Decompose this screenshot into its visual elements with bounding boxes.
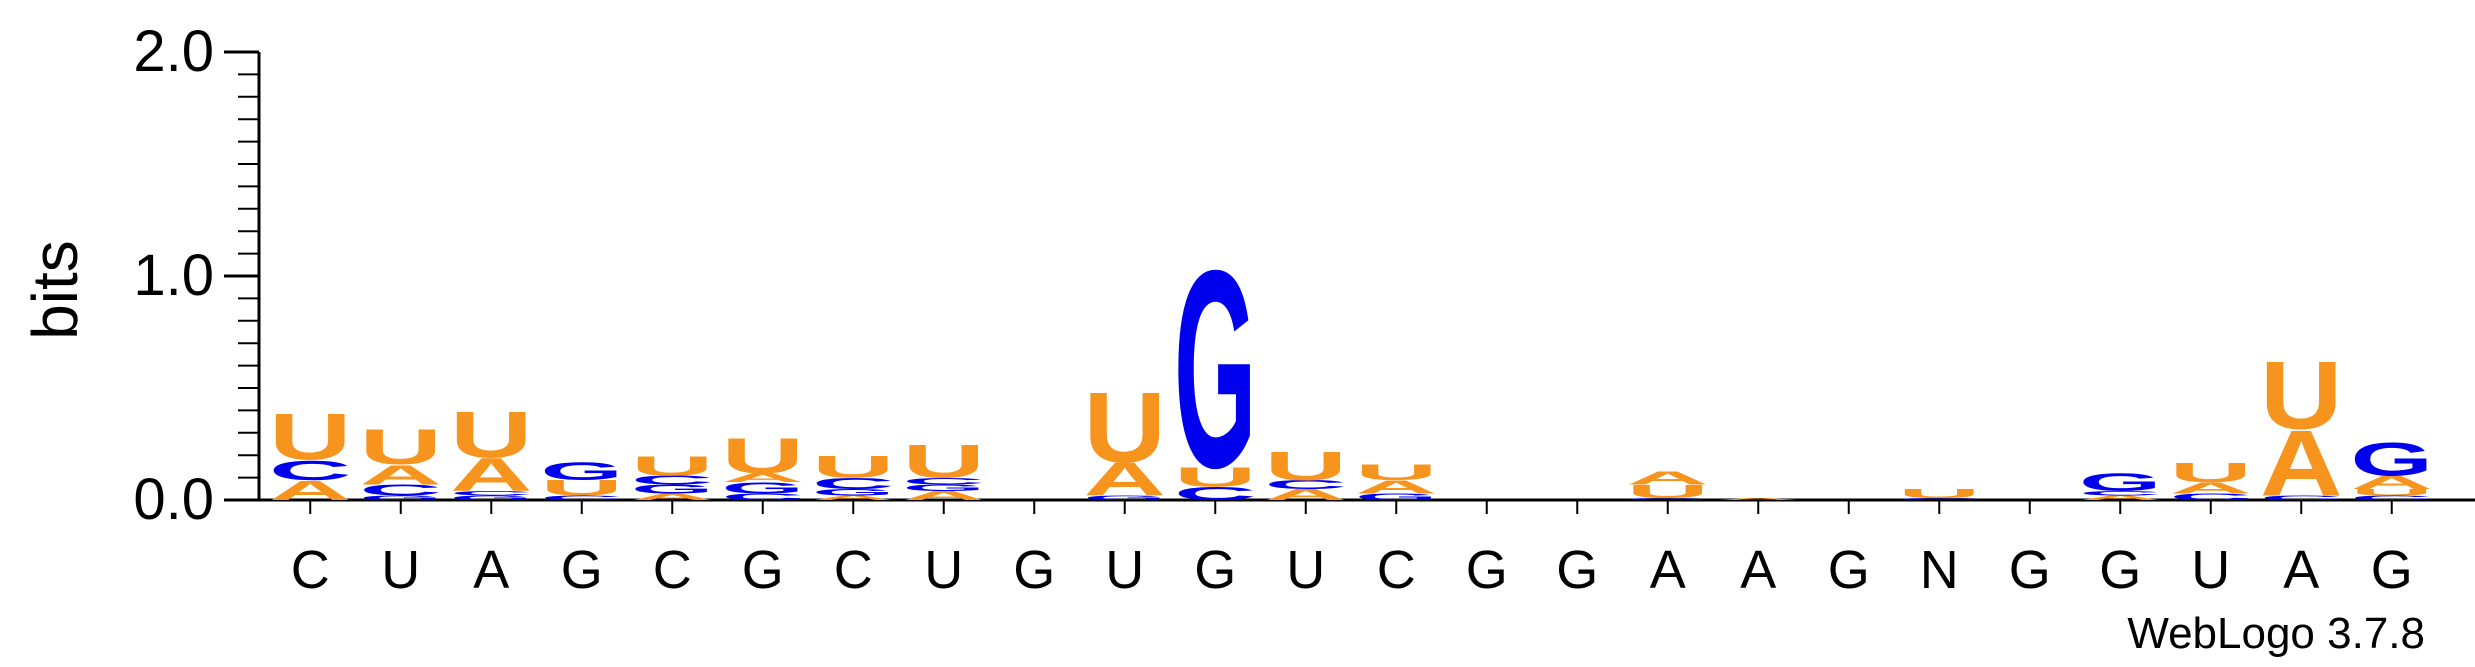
x-tick-label: G <box>1466 540 1508 600</box>
x-tick-label: G <box>742 540 784 600</box>
x-tick-label: G <box>1194 540 1236 600</box>
y-axis-label: bits <box>19 240 91 340</box>
y-tick-label: 1.0 <box>133 243 214 308</box>
logo-letter-U: U <box>1898 487 1981 501</box>
x-tick-label: C <box>1377 540 1416 600</box>
x-tick-label: G <box>1828 540 1870 600</box>
y-tick-label: 0.0 <box>133 467 214 532</box>
x-tick-label: U <box>924 540 963 600</box>
logo-letter-G: G <box>1174 212 1256 527</box>
x-tick-label: A <box>1740 540 1776 600</box>
logo-letter-U: U <box>1355 460 1437 484</box>
x-tick-label: U <box>1105 540 1144 600</box>
x-tick-label: G <box>561 540 603 600</box>
logo-letter-U: U <box>812 449 895 484</box>
logo-column: CAU <box>2170 457 2252 502</box>
logo-letter-G: G <box>2079 469 2161 497</box>
logo-letter-G: G <box>2351 434 2433 486</box>
logo-column: CAU <box>2260 341 2343 516</box>
logo-column: GAU <box>1084 372 1166 506</box>
logo-letter-U: U <box>722 428 804 484</box>
logo-letter-U: U <box>2260 341 2343 449</box>
logo-column: GUA <box>1627 468 1710 502</box>
x-tick-label: C <box>653 540 692 600</box>
logo-column: CUG <box>541 457 623 501</box>
x-tick-label: G <box>2009 540 2051 600</box>
logo-column: ACU <box>269 400 352 506</box>
logo-column: GCAU <box>360 419 442 502</box>
logo-letter-G: G <box>541 457 623 485</box>
y-tick-label: 2.0 <box>133 19 214 84</box>
logo-letter-U: U <box>631 450 713 481</box>
x-tick-label: C <box>291 540 330 600</box>
x-tick-label: C <box>834 540 873 600</box>
x-tick-label: U <box>1286 540 1325 600</box>
weblogo-credit: WebLogo 3.7.8 <box>2127 609 2425 658</box>
logo-column: CU <box>1898 487 1981 501</box>
logo-letter-U: U <box>1084 372 1166 484</box>
x-tick-label: G <box>1556 540 1598 600</box>
x-tick-label: N <box>1920 540 1959 600</box>
x-tick-label: G <box>2099 540 2141 600</box>
x-tick-label: A <box>473 540 509 600</box>
logo-letter-U: U <box>2170 457 2252 488</box>
logo-letter-A: A <box>1627 468 1710 489</box>
logo-column: CUG <box>1174 212 1257 527</box>
x-tick-label: U <box>381 540 420 600</box>
logo-letter-U: U <box>269 400 352 473</box>
logo-letter-U: U <box>450 398 533 471</box>
x-tick-label: A <box>2283 540 2319 600</box>
x-tick-label: G <box>1013 540 1055 600</box>
logo-letter-U: U <box>1265 443 1347 489</box>
logo-column: ACG <box>2079 469 2161 502</box>
x-tick-label: G <box>2371 540 2413 600</box>
logo-column: GAU <box>1355 460 1438 502</box>
logo-letter-U: U <box>903 435 985 488</box>
logo-letter-U: U <box>360 419 442 475</box>
x-tick-label: A <box>1650 540 1686 600</box>
x-tick-label: U <box>2191 540 2230 600</box>
logo-column: ACU <box>1265 443 1348 503</box>
